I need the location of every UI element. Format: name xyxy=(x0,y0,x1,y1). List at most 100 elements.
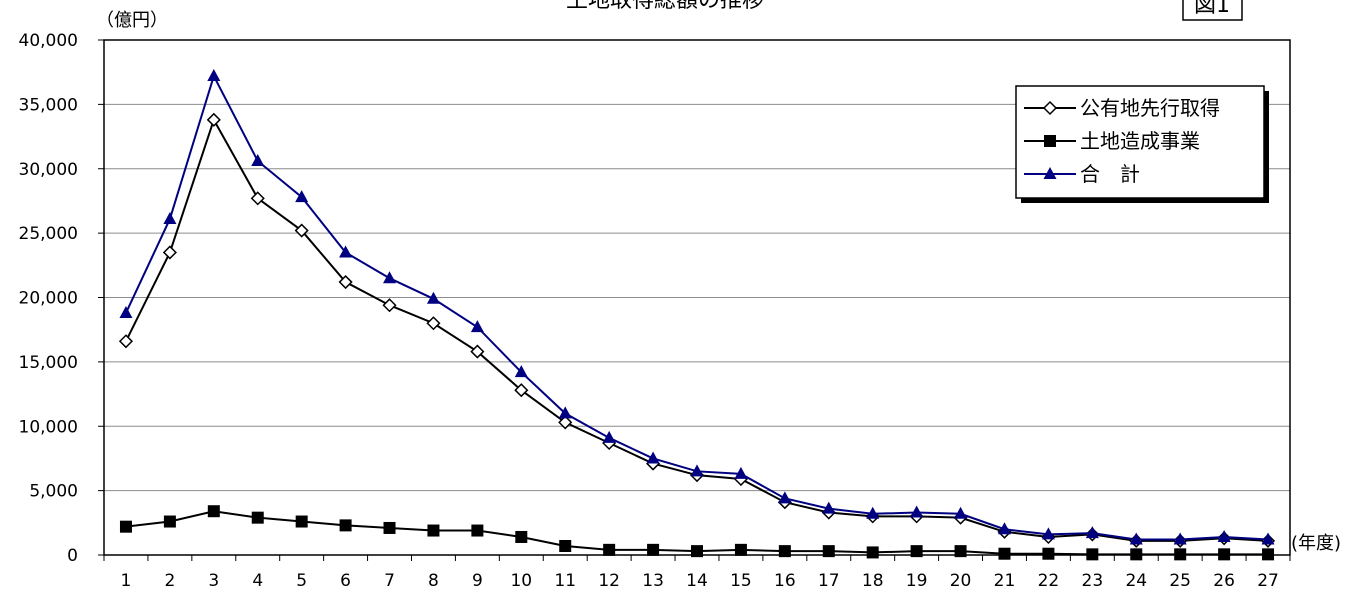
x-tick-label: 21 xyxy=(994,571,1016,591)
data-point xyxy=(1042,100,1058,116)
data-point xyxy=(1129,532,1143,545)
data-point xyxy=(734,466,748,479)
x-tick-label: 20 xyxy=(950,571,972,591)
data-point xyxy=(822,545,835,558)
legend-entry: 土地造成事業 xyxy=(1024,129,1200,153)
data-point xyxy=(691,545,703,558)
data-point xyxy=(427,524,440,537)
data-point xyxy=(470,320,484,333)
data-point xyxy=(206,112,221,127)
x-tick-label: 13 xyxy=(642,571,664,591)
x-tick-label: 27 xyxy=(1257,571,1279,591)
x-tick-label: 19 xyxy=(906,571,928,591)
y-tick-label: 10,000 xyxy=(19,417,78,437)
x-tick-label: 25 xyxy=(1169,571,1191,591)
data-point xyxy=(251,511,264,524)
y-tick-label: 0 xyxy=(67,546,78,566)
y-tick-label: 25,000 xyxy=(19,224,78,244)
plot-area-border xyxy=(103,39,1291,556)
data-point xyxy=(558,406,572,419)
y-tick-label: 5,000 xyxy=(29,482,78,502)
data-point xyxy=(559,539,572,552)
data-point xyxy=(998,547,1011,560)
data-point xyxy=(514,365,528,378)
data-point xyxy=(119,520,132,533)
data-point xyxy=(866,506,880,519)
y-tick-label: 35,000 xyxy=(19,95,78,115)
data-point xyxy=(1043,167,1057,179)
legend-label: 合 計 xyxy=(1080,162,1140,186)
data-point xyxy=(954,545,967,558)
data-point xyxy=(250,191,265,206)
legend-entry: 合 計 xyxy=(1024,162,1140,186)
legend-entry: 公有地先行取得 xyxy=(1024,96,1220,120)
x-tick-label: 1 xyxy=(121,571,132,591)
chart-title: 土地取得総額の推移 xyxy=(566,0,764,13)
x-tick-label: 12 xyxy=(598,571,620,591)
data-point xyxy=(1044,135,1056,147)
data-point xyxy=(426,316,441,331)
data-point xyxy=(602,430,616,443)
data-point xyxy=(1041,527,1055,540)
x-tick-label: 15 xyxy=(730,571,752,591)
y-tick-label: 15,000 xyxy=(19,353,78,373)
x-tick-label: 23 xyxy=(1082,571,1104,591)
data-point xyxy=(910,505,924,518)
data-point xyxy=(382,298,397,313)
data-point xyxy=(515,530,528,543)
data-point xyxy=(1085,526,1099,539)
x-tick-label: 5 xyxy=(296,571,307,591)
x-tick-label: 22 xyxy=(1038,571,1060,591)
data-point xyxy=(910,545,923,558)
data-point xyxy=(778,491,792,504)
x-tick-label: 4 xyxy=(252,571,263,591)
x-tick-labels: 1 2 3 4 5 6 7 8 9 10 11 12 13 14 15 16 17 18 19 20 21 22 23 24 2… xyxy=(103,555,1291,591)
x-tick-label: 14 xyxy=(686,571,708,591)
data-point xyxy=(997,522,1011,535)
data-point xyxy=(163,211,177,224)
data-point xyxy=(954,506,968,519)
data-point xyxy=(119,305,133,318)
data-point xyxy=(295,515,308,528)
data-point xyxy=(1042,547,1055,560)
data-point xyxy=(295,190,309,203)
series-square-filled xyxy=(119,505,1275,561)
legend-label: 土地造成事業 xyxy=(1080,129,1200,153)
data-point xyxy=(207,69,221,82)
x-tick-label: 24 xyxy=(1125,571,1147,591)
y-tick-labels: 0 5,000 10,000 15,000 20,000 25,000 30,000 35,0… xyxy=(19,31,104,566)
series-triangle-filled xyxy=(119,69,1275,545)
x-tick-label: 9 xyxy=(472,571,483,591)
data-point xyxy=(338,274,353,290)
x-tick-label: 11 xyxy=(554,571,576,591)
data-point xyxy=(1261,532,1275,545)
x-tick-label: 17 xyxy=(818,571,840,591)
data-point xyxy=(558,415,573,430)
x-tick-label: 7 xyxy=(384,571,395,591)
x-tick-label: 3 xyxy=(208,571,219,591)
data-point xyxy=(118,334,134,349)
data-point xyxy=(690,464,704,477)
series-lines xyxy=(118,69,1276,561)
data-point xyxy=(778,545,791,558)
data-point xyxy=(647,543,660,556)
data-point xyxy=(207,505,220,518)
y-tick-label: 30,000 xyxy=(19,160,78,180)
x-tick-label: 18 xyxy=(862,571,884,591)
data-point xyxy=(514,383,529,398)
x-axis-unit-label: (年度) xyxy=(1291,533,1341,554)
x-tick-label: 10 xyxy=(510,571,532,591)
x-tick-label: 8 xyxy=(428,571,439,591)
data-point xyxy=(1217,529,1231,542)
x-tick-label: 2 xyxy=(164,571,175,591)
data-point xyxy=(470,344,485,359)
data-point xyxy=(603,543,616,556)
data-point xyxy=(339,519,352,532)
y-tick-label: 40,000 xyxy=(19,31,78,51)
data-point xyxy=(162,245,177,260)
data-point xyxy=(734,543,747,556)
x-tick-label: 6 xyxy=(340,571,351,591)
data-point xyxy=(339,245,353,258)
x-tick-label: 16 xyxy=(774,571,796,591)
